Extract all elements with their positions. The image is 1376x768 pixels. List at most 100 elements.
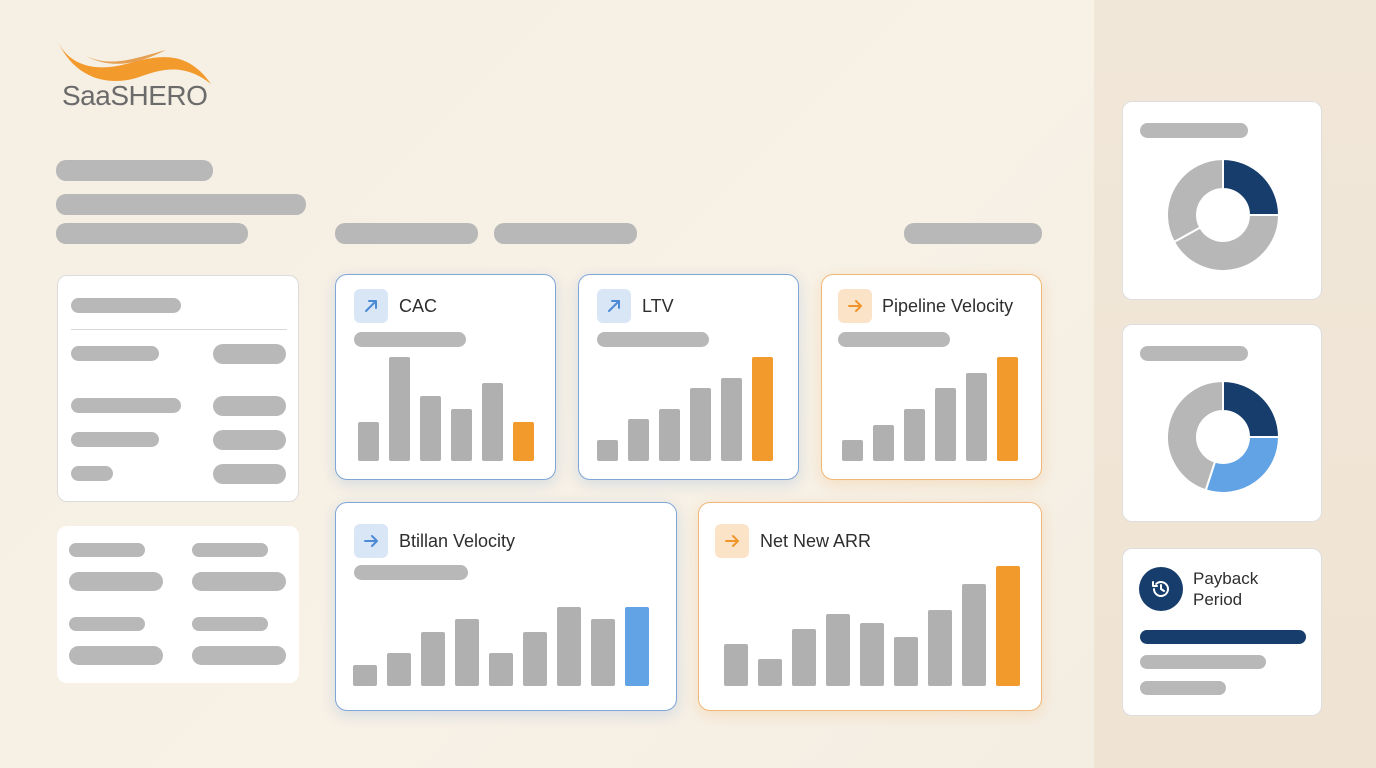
donut-card-2[interactable] <box>1122 324 1322 522</box>
card-title: CAC <box>399 296 438 316</box>
divider <box>71 329 287 330</box>
arrow-up-right-icon <box>597 289 631 323</box>
swoosh-logo-icon <box>58 42 211 84</box>
donut-slice <box>1166 379 1224 492</box>
label-placeholder <box>69 543 145 557</box>
chart-bar <box>659 409 680 461</box>
payback-progress-bar <box>1140 630 1306 644</box>
row-value-placeholder <box>213 430 286 450</box>
card-title: Pipeline Velocity <box>882 296 1014 316</box>
chart-bar <box>860 623 884 686</box>
metric-card-cac[interactable]: CAC <box>335 274 556 480</box>
donut-chart <box>1166 157 1281 272</box>
donut-slice <box>1222 379 1281 438</box>
chart-bar <box>421 632 445 686</box>
donut-slice <box>1222 157 1281 216</box>
card-subtitle-placeholder <box>354 565 468 580</box>
summary-list-panel <box>57 275 299 502</box>
row-value-placeholder <box>213 464 286 484</box>
card-subtitle-placeholder <box>597 332 709 347</box>
chart-bar <box>758 659 782 686</box>
card-title: LTV <box>642 296 674 316</box>
heading-placeholder <box>56 160 213 181</box>
chart-bar <box>894 637 918 686</box>
chart-bar <box>826 614 850 686</box>
chart-bar <box>597 440 618 461</box>
metric-card-pipeline-velocity[interactable]: Pipeline Velocity <box>821 274 1042 480</box>
label-placeholder <box>192 543 268 557</box>
payback-title-line2: Period <box>1193 590 1243 609</box>
history-clock-icon <box>1139 567 1183 611</box>
label-placeholder <box>192 617 268 631</box>
chart-bar <box>966 373 987 461</box>
donut-card-1[interactable] <box>1122 101 1322 300</box>
chart-bar <box>513 422 534 461</box>
subheading-placeholder <box>56 194 306 215</box>
row-label-placeholder <box>71 398 181 413</box>
donut-slice <box>1204 436 1281 494</box>
chart-bar <box>724 644 748 686</box>
tab-placeholder-2[interactable] <box>494 223 637 244</box>
bar-chart <box>842 357 1022 461</box>
chart-bar <box>389 357 410 461</box>
metric-card-btillan-velocity[interactable]: Btillan Velocity <box>335 502 677 711</box>
chart-bar <box>997 357 1018 461</box>
label-placeholder <box>69 617 145 631</box>
bar-chart <box>597 357 777 461</box>
chart-bar <box>792 629 816 686</box>
chart-bar <box>358 422 379 461</box>
bar-chart <box>353 607 653 686</box>
card-title-placeholder <box>1140 123 1248 138</box>
payback-period-card[interactable]: Payback Period <box>1122 548 1322 716</box>
row-label-placeholder <box>71 466 113 481</box>
metric-card-ltv[interactable]: LTV <box>578 274 799 480</box>
text-placeholder <box>56 223 248 244</box>
row-value-placeholder <box>213 396 286 416</box>
chart-bar <box>353 665 377 686</box>
value-placeholder <box>192 646 286 665</box>
card-subtitle-placeholder <box>838 332 950 347</box>
chart-bar <box>451 409 472 461</box>
chart-bar <box>996 566 1020 686</box>
donut-chart <box>1166 379 1281 494</box>
donut-slice <box>1166 157 1224 244</box>
bar-chart <box>724 566 1024 686</box>
chart-bar <box>455 619 479 686</box>
donut-slice <box>1172 214 1281 272</box>
panel-title-placeholder <box>71 298 181 313</box>
row-value-placeholder <box>213 344 286 364</box>
chart-bar <box>721 378 742 461</box>
arrow-up-right-icon <box>354 289 388 323</box>
payback-title-line1: Payback <box>1193 569 1259 588</box>
tab-placeholder-1[interactable] <box>335 223 478 244</box>
value-placeholder <box>69 646 163 665</box>
chart-bar <box>625 607 649 686</box>
row-label-placeholder <box>71 432 159 447</box>
brand-logo[interactable]: SaaSHERO <box>56 38 226 118</box>
chart-bar <box>690 388 711 461</box>
arrow-right-icon <box>354 524 388 558</box>
chart-bar <box>842 440 863 461</box>
chart-bar <box>387 653 411 686</box>
row-label-placeholder <box>71 346 159 361</box>
chart-bar <box>904 409 925 461</box>
text-placeholder <box>1140 655 1266 669</box>
chart-bar <box>962 584 986 686</box>
chart-bar <box>935 388 956 461</box>
chart-bar <box>591 619 615 686</box>
chart-bar <box>873 425 894 461</box>
chart-bar <box>482 383 503 461</box>
value-placeholder <box>192 572 286 591</box>
chart-bar <box>557 607 581 686</box>
value-placeholder <box>69 572 163 591</box>
brand-name: SaaSHERO <box>62 80 208 111</box>
text-placeholder <box>1140 681 1226 695</box>
action-placeholder[interactable] <box>904 223 1042 244</box>
payback-title: Payback Period <box>1193 568 1258 610</box>
arrow-right-icon <box>715 524 749 558</box>
card-title: Net New ARR <box>760 531 872 551</box>
chart-bar <box>752 357 773 461</box>
card-title: Btillan Velocity <box>399 531 516 551</box>
chart-bar <box>928 610 952 686</box>
metric-card-net-new-arr[interactable]: Net New ARR <box>698 502 1042 711</box>
